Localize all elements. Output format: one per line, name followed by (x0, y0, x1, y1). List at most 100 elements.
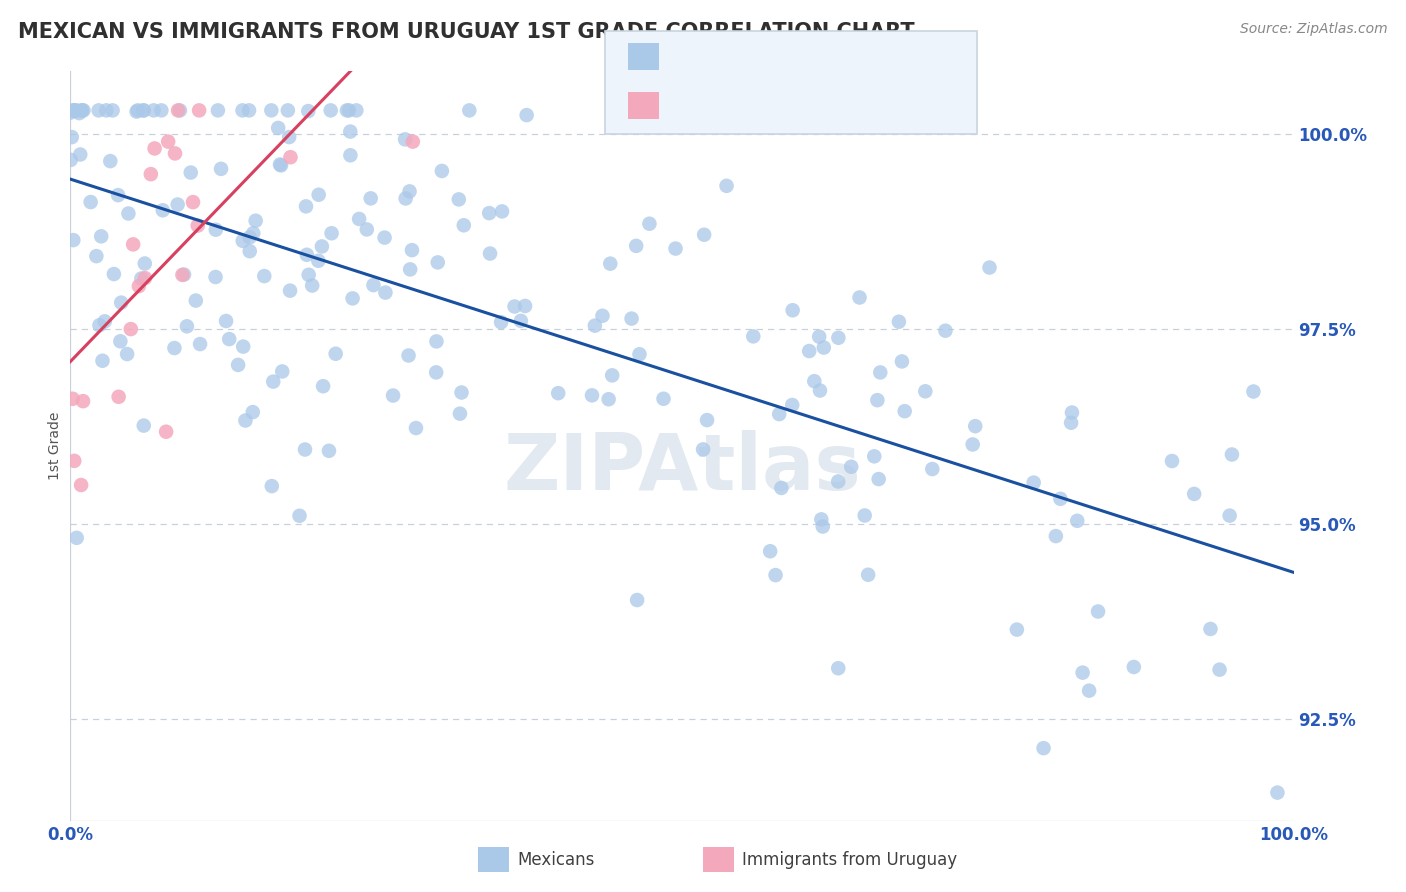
Point (868, 472, 890, 486)
Point (962, 437, 984, 451)
Point (780, 398, 803, 412)
Point (742, 329, 765, 343)
Point (1161, 454, 1184, 468)
Text: R =: R = (671, 47, 710, 65)
Point (374, 285, 396, 300)
Point (382, 388, 405, 402)
Point (394, 132, 416, 146)
Point (62, 103, 84, 118)
Point (90, 229, 112, 244)
Point (67, 106, 90, 120)
Point (134, 256, 156, 270)
Point (294, 442, 316, 457)
Point (402, 135, 425, 149)
Point (363, 278, 385, 293)
Point (398, 185, 420, 199)
Point (260, 479, 283, 493)
Point (1005, 623, 1028, 637)
Point (72, 103, 94, 118)
Point (453, 219, 475, 233)
Point (132, 103, 155, 118)
Point (716, 178, 738, 193)
Point (311, 239, 333, 253)
Point (142, 103, 165, 118)
Point (405, 421, 427, 435)
Point (626, 593, 648, 607)
Text: R =: R = (671, 96, 710, 114)
Point (169, 103, 191, 118)
Point (811, 519, 834, 533)
Point (768, 407, 790, 421)
Point (117, 206, 139, 220)
Point (447, 193, 470, 207)
Point (65, 103, 87, 118)
Point (425, 365, 447, 379)
Point (63, 103, 86, 118)
Point (163, 341, 186, 355)
Text: Immigrants from Uruguay: Immigrants from Uruguay (742, 851, 957, 869)
Point (478, 206, 501, 220)
Point (184, 293, 207, 308)
Point (893, 404, 915, 418)
Point (215, 314, 238, 328)
Point (848, 291, 870, 305)
Text: Source: ZipAtlas.com: Source: ZipAtlas.com (1240, 22, 1388, 37)
Point (782, 303, 804, 318)
Point (339, 125, 361, 139)
Point (132, 103, 155, 118)
Point (253, 269, 276, 284)
Point (128, 279, 150, 293)
Point (839, 459, 862, 474)
Point (260, 103, 283, 118)
Point (1071, 665, 1094, 680)
Point (450, 385, 472, 400)
Text: 0.561: 0.561 (724, 96, 780, 114)
Point (70, 478, 93, 492)
Point (150, 103, 173, 118)
Text: 200: 200 (853, 47, 891, 65)
Point (866, 393, 889, 408)
Point (270, 158, 292, 172)
Point (298, 268, 321, 282)
Point (297, 104, 319, 119)
Point (173, 268, 195, 282)
Point (489, 315, 512, 329)
Point (914, 384, 936, 399)
Point (94, 314, 117, 328)
Point (337, 103, 360, 118)
Point (87, 103, 110, 118)
Point (204, 270, 226, 285)
Point (69, 147, 91, 161)
Point (86, 249, 108, 263)
Point (827, 475, 849, 489)
Point (652, 392, 675, 406)
Point (1049, 491, 1071, 506)
Point (72, 394, 94, 409)
Point (132, 418, 155, 433)
Point (347, 211, 370, 226)
Point (1219, 508, 1241, 523)
Point (360, 191, 382, 205)
Point (503, 300, 526, 314)
Point (89, 318, 111, 333)
Point (180, 165, 202, 179)
Point (638, 217, 661, 231)
Point (155, 425, 177, 439)
Point (827, 661, 849, 675)
Point (295, 248, 318, 262)
Point (181, 195, 204, 210)
Point (207, 103, 229, 118)
Point (96, 103, 118, 118)
Point (59, 105, 82, 120)
Point (232, 234, 254, 248)
Point (770, 481, 793, 495)
Point (125, 104, 148, 119)
Point (401, 243, 423, 257)
Text: -0.865: -0.865 (724, 47, 789, 65)
Point (152, 203, 174, 218)
Point (62, 233, 84, 247)
Point (122, 237, 145, 252)
Point (321, 226, 343, 240)
Point (547, 386, 569, 401)
Point (319, 103, 342, 118)
